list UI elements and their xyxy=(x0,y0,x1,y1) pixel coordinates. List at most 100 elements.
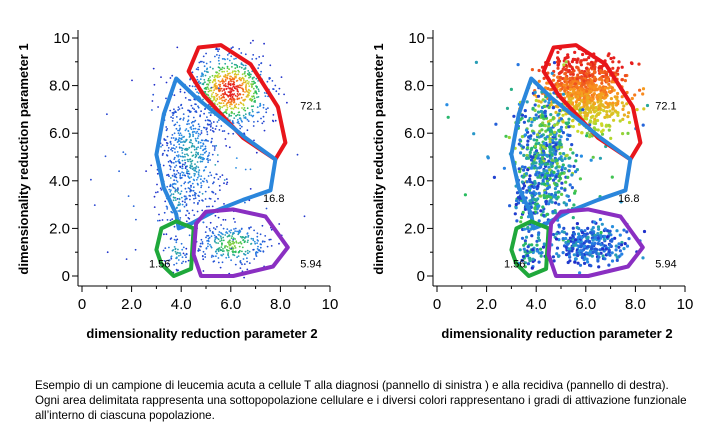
data-point xyxy=(207,88,210,90)
data-point xyxy=(554,175,558,179)
data-point xyxy=(192,127,195,130)
data-point xyxy=(234,94,237,97)
data-point xyxy=(203,78,206,81)
data-point xyxy=(553,187,557,191)
data-point xyxy=(561,92,566,96)
data-point xyxy=(135,218,137,221)
data-point xyxy=(198,155,201,158)
data-point xyxy=(202,258,205,261)
data-point xyxy=(198,191,201,194)
data-point xyxy=(252,237,255,240)
data-point xyxy=(199,160,202,163)
data-point xyxy=(296,153,299,156)
data-point xyxy=(208,205,210,208)
data-point xyxy=(182,119,185,121)
data-point xyxy=(256,111,259,114)
data-point xyxy=(247,239,249,242)
data-point xyxy=(219,85,221,88)
data-point xyxy=(185,197,188,200)
data-point xyxy=(212,181,215,184)
x-tick-label: 2.0 xyxy=(476,296,497,313)
data-point xyxy=(561,131,565,135)
data-point xyxy=(194,137,197,140)
data-point xyxy=(232,108,235,110)
data-point xyxy=(561,251,565,255)
gate-percent-purple: 5.94 xyxy=(300,259,321,271)
data-point xyxy=(188,109,191,112)
data-point xyxy=(218,62,221,65)
data-point xyxy=(240,96,243,99)
data-point xyxy=(616,102,620,106)
data-point xyxy=(213,79,216,82)
data-point xyxy=(232,101,235,104)
data-point xyxy=(204,108,206,110)
data-point xyxy=(166,185,169,188)
data-point xyxy=(584,66,589,70)
data-point xyxy=(606,252,610,256)
data-point xyxy=(205,179,208,182)
data-point xyxy=(209,79,212,82)
data-point xyxy=(251,109,254,111)
data-point xyxy=(181,107,184,109)
data-point xyxy=(590,242,594,246)
data-point xyxy=(178,108,181,110)
data-point xyxy=(237,94,240,96)
data-point xyxy=(594,83,598,87)
data-point xyxy=(189,195,192,197)
data-point xyxy=(253,121,255,123)
data-point xyxy=(519,215,523,220)
data-point xyxy=(232,78,234,81)
data-point xyxy=(208,197,211,200)
data-point xyxy=(197,173,200,176)
data-point xyxy=(259,233,262,236)
data-point xyxy=(227,73,230,75)
data-point xyxy=(202,200,204,202)
data-point xyxy=(568,87,573,91)
data-point xyxy=(563,188,567,192)
data-point xyxy=(202,143,205,146)
data-point xyxy=(641,87,646,91)
data-point xyxy=(244,75,247,78)
data-point xyxy=(271,119,274,122)
data-point xyxy=(572,243,576,247)
data-point xyxy=(253,139,255,142)
data-point xyxy=(208,81,211,84)
data-point xyxy=(172,117,174,119)
data-point xyxy=(124,153,127,156)
data-point xyxy=(169,177,172,179)
data-point xyxy=(251,85,253,87)
data-point xyxy=(523,133,528,137)
data-point xyxy=(195,148,198,151)
gate-percent-red: 72.1 xyxy=(655,100,676,112)
data-point xyxy=(539,143,543,147)
data-point xyxy=(565,153,569,157)
data-point xyxy=(252,95,255,98)
data-point xyxy=(606,229,610,233)
data-point xyxy=(502,166,506,170)
data-point xyxy=(191,131,194,134)
data-point xyxy=(162,152,164,155)
data-point xyxy=(539,247,543,251)
data-point xyxy=(221,66,224,69)
data-point xyxy=(234,238,237,240)
data-point xyxy=(248,81,250,83)
data-point xyxy=(605,79,609,83)
data-point xyxy=(520,135,524,139)
data-point xyxy=(537,231,541,235)
data-point xyxy=(173,173,176,175)
data-point xyxy=(191,85,194,88)
data-point xyxy=(569,83,573,87)
data-point xyxy=(131,79,133,82)
data-point xyxy=(170,143,172,145)
data-point xyxy=(220,125,223,127)
data-point xyxy=(216,85,218,87)
data-point xyxy=(182,117,185,119)
data-point xyxy=(613,95,617,99)
data-point xyxy=(193,169,196,172)
data-point xyxy=(239,230,242,233)
data-point xyxy=(539,251,543,255)
data-point xyxy=(572,87,576,91)
data-point xyxy=(214,236,217,239)
data-point xyxy=(204,253,207,256)
data-point xyxy=(228,77,231,80)
